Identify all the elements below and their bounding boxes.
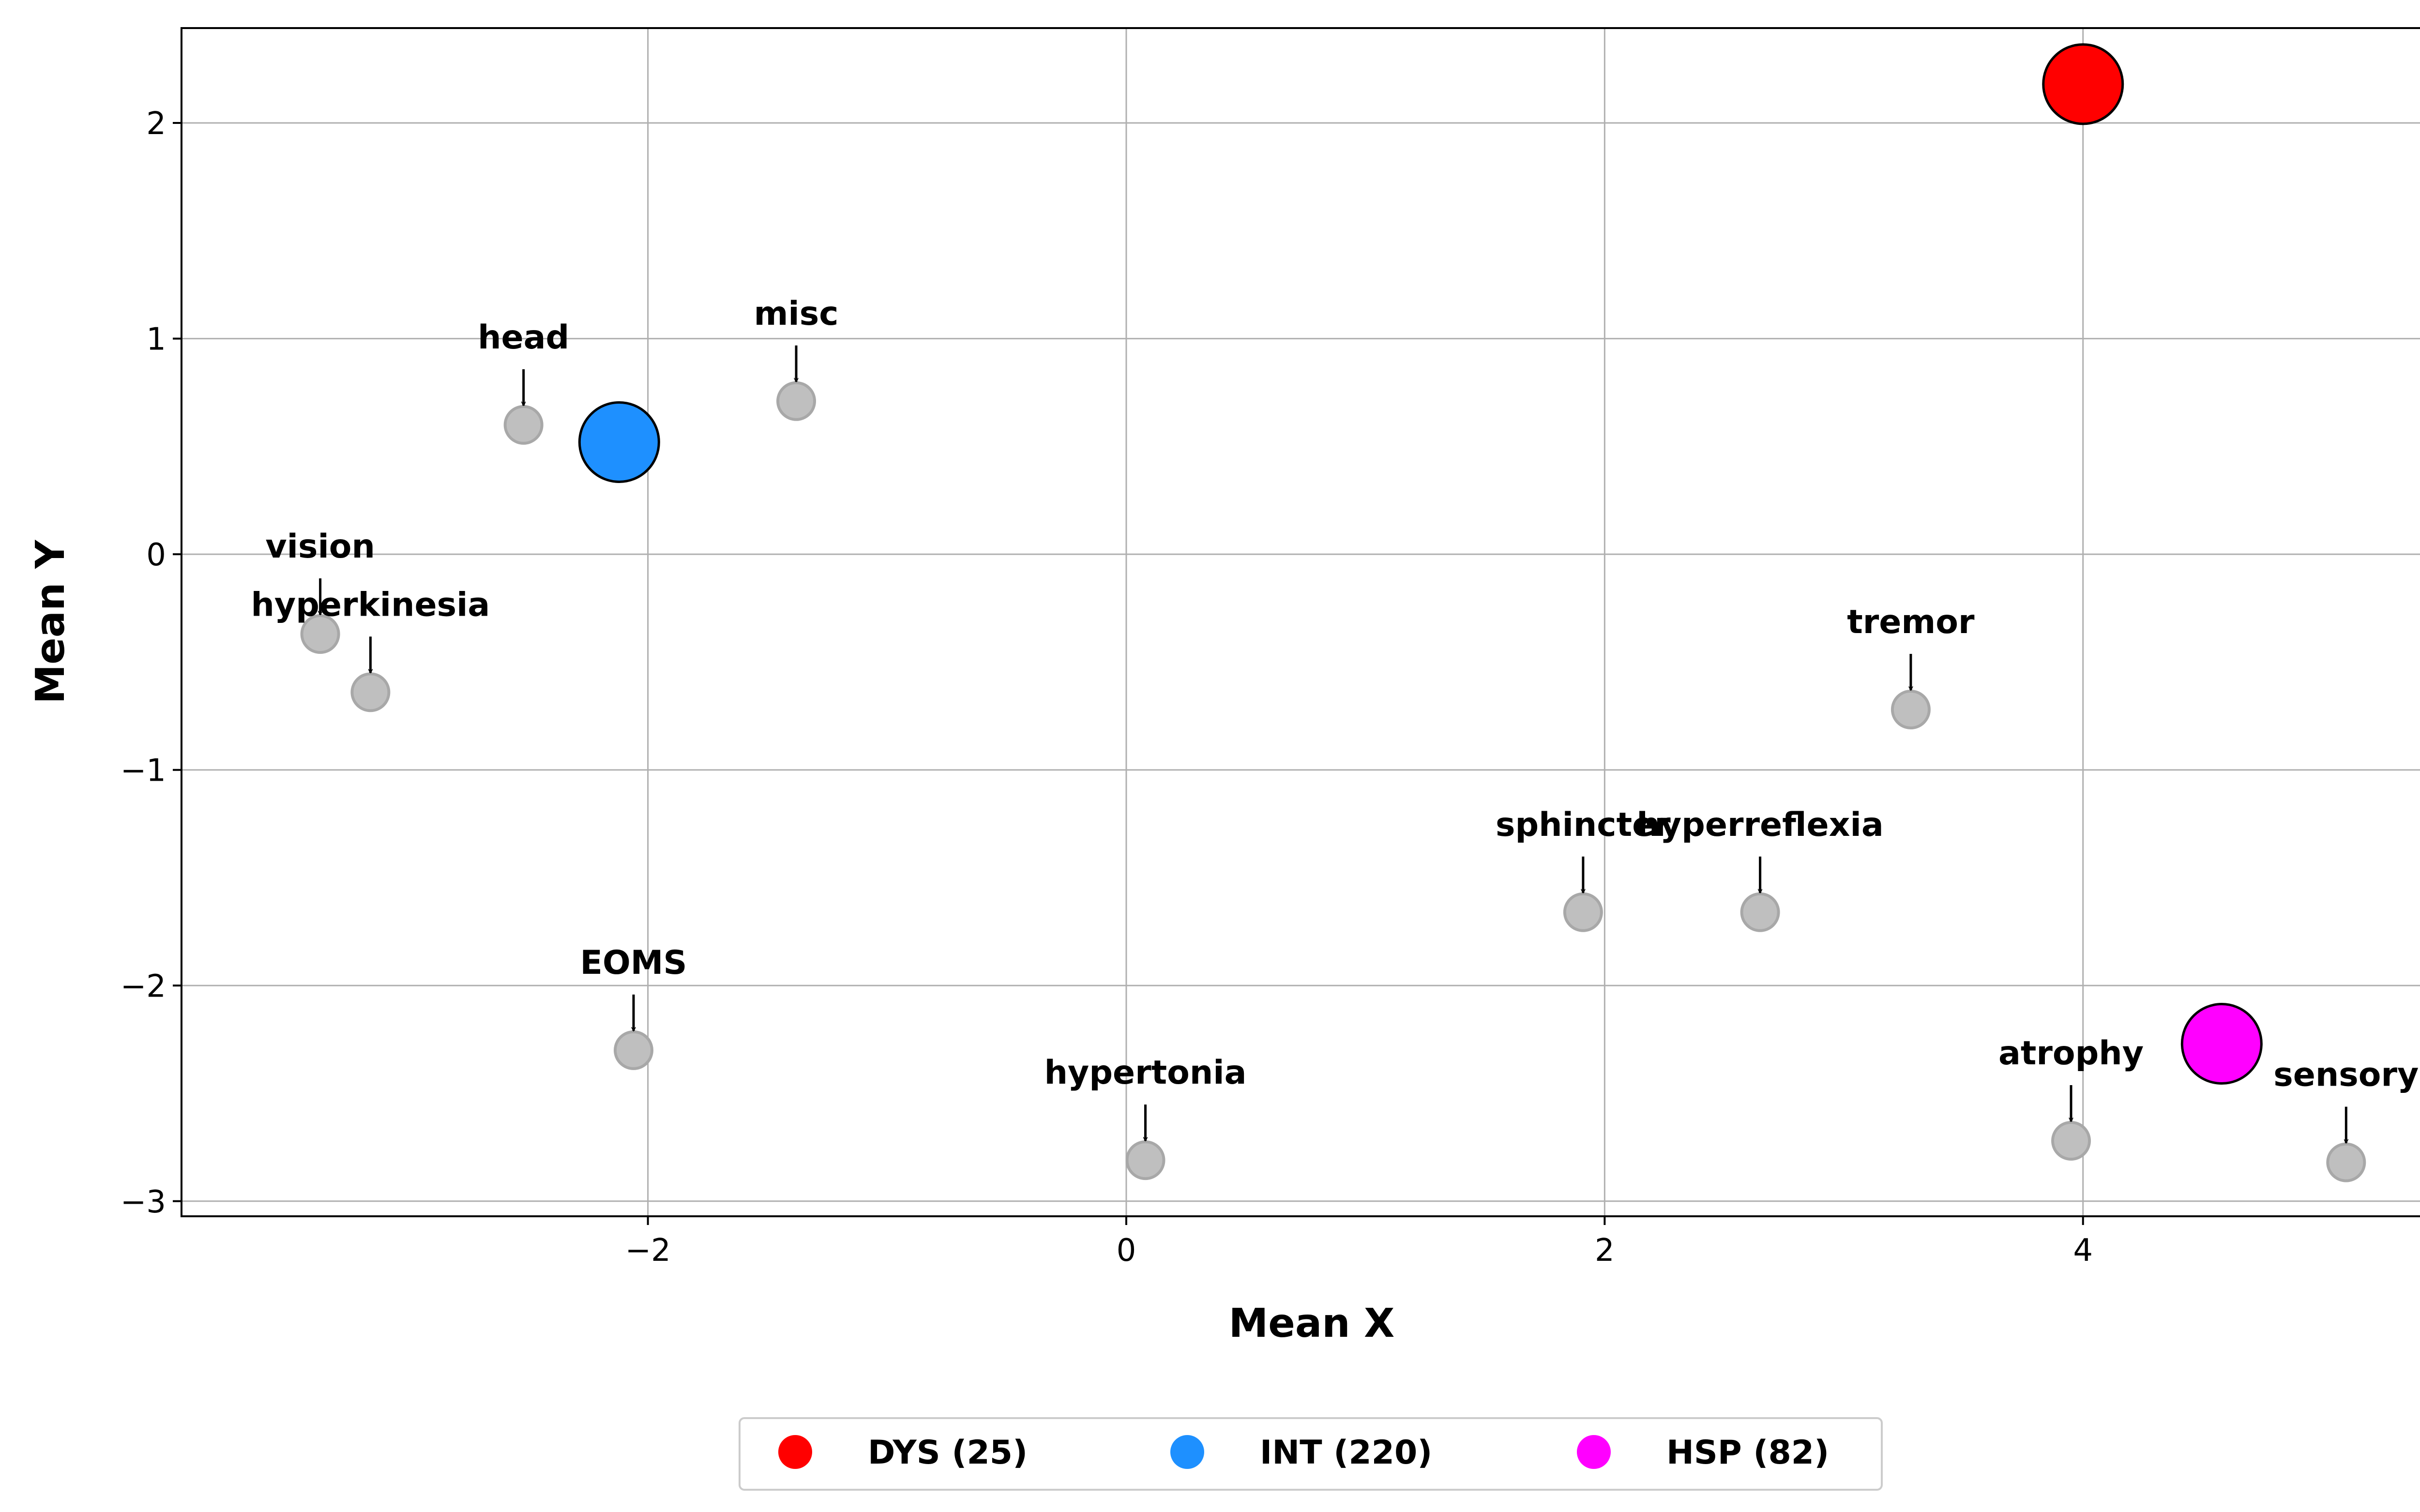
group-point <box>2180 1003 2263 1085</box>
annotation-label: head <box>478 318 569 357</box>
y-tick-label: 0 <box>146 537 166 573</box>
y-tick-label: 1 <box>146 322 166 358</box>
x-tick-label: 2 <box>1595 1233 1615 1269</box>
legend: DYS (25) INT (220) HSP (82) <box>739 1417 1883 1491</box>
annotation-label: hypertonia <box>1044 1054 1247 1092</box>
y-tick-label: −2 <box>121 968 166 1004</box>
x-tick-label: 0 <box>1117 1233 1136 1269</box>
annotation-label: vision <box>265 528 375 566</box>
y-axis-title: Mean Y <box>28 539 74 704</box>
feature-point <box>2326 1142 2366 1182</box>
feature-point <box>2051 1121 2091 1161</box>
axis-ticks: −2 0 2 4 −3 −2 −1 0 1 2 <box>121 106 2093 1269</box>
data-points <box>300 43 2366 1182</box>
annotation-label: tremor <box>1847 603 1975 641</box>
y-tick-label: 2 <box>146 106 166 142</box>
legend-marker <box>778 1435 812 1469</box>
feature-point <box>1891 689 1931 729</box>
legend-label: DYS (25) <box>868 1434 1028 1472</box>
y-tick-label: −1 <box>121 753 166 789</box>
legend-marker <box>1170 1435 1204 1469</box>
legend-label: INT (220) <box>1260 1434 1432 1472</box>
annotations: vision hyperkinesia head misc EOMS hypertonia… <box>251 295 2419 1143</box>
group-point <box>578 401 660 483</box>
feature-point <box>776 381 817 421</box>
annotation-label: sphincter <box>1496 806 1671 844</box>
feature-point <box>1563 892 1603 932</box>
annotation-label: misc <box>754 295 839 333</box>
feature-point <box>503 405 544 445</box>
grid-lines <box>182 28 2420 1216</box>
group-point <box>2042 43 2124 125</box>
feature-point <box>350 672 391 712</box>
feature-point <box>1740 892 1780 932</box>
plot-frame <box>181 27 2420 1217</box>
feature-point <box>300 614 340 654</box>
annotation-label: atrophy <box>1998 1034 2144 1073</box>
x-axis-title: Mean X <box>1229 1300 1395 1346</box>
feature-point <box>614 1030 653 1070</box>
legend-label: HSP (82) <box>1666 1434 1829 1472</box>
annotation-label: hyperkinesia <box>251 586 490 624</box>
annotation-label: sensory <box>2273 1056 2419 1094</box>
legend-marker <box>1577 1435 1611 1469</box>
x-tick-label: 4 <box>2073 1233 2093 1269</box>
y-tick-label: −3 <box>121 1184 166 1220</box>
feature-point <box>1125 1140 1165 1180</box>
x-tick-label: −2 <box>625 1233 670 1269</box>
annotation-label: hyperreflexia <box>1636 806 1883 844</box>
annotation-label: EOMS <box>580 944 687 982</box>
